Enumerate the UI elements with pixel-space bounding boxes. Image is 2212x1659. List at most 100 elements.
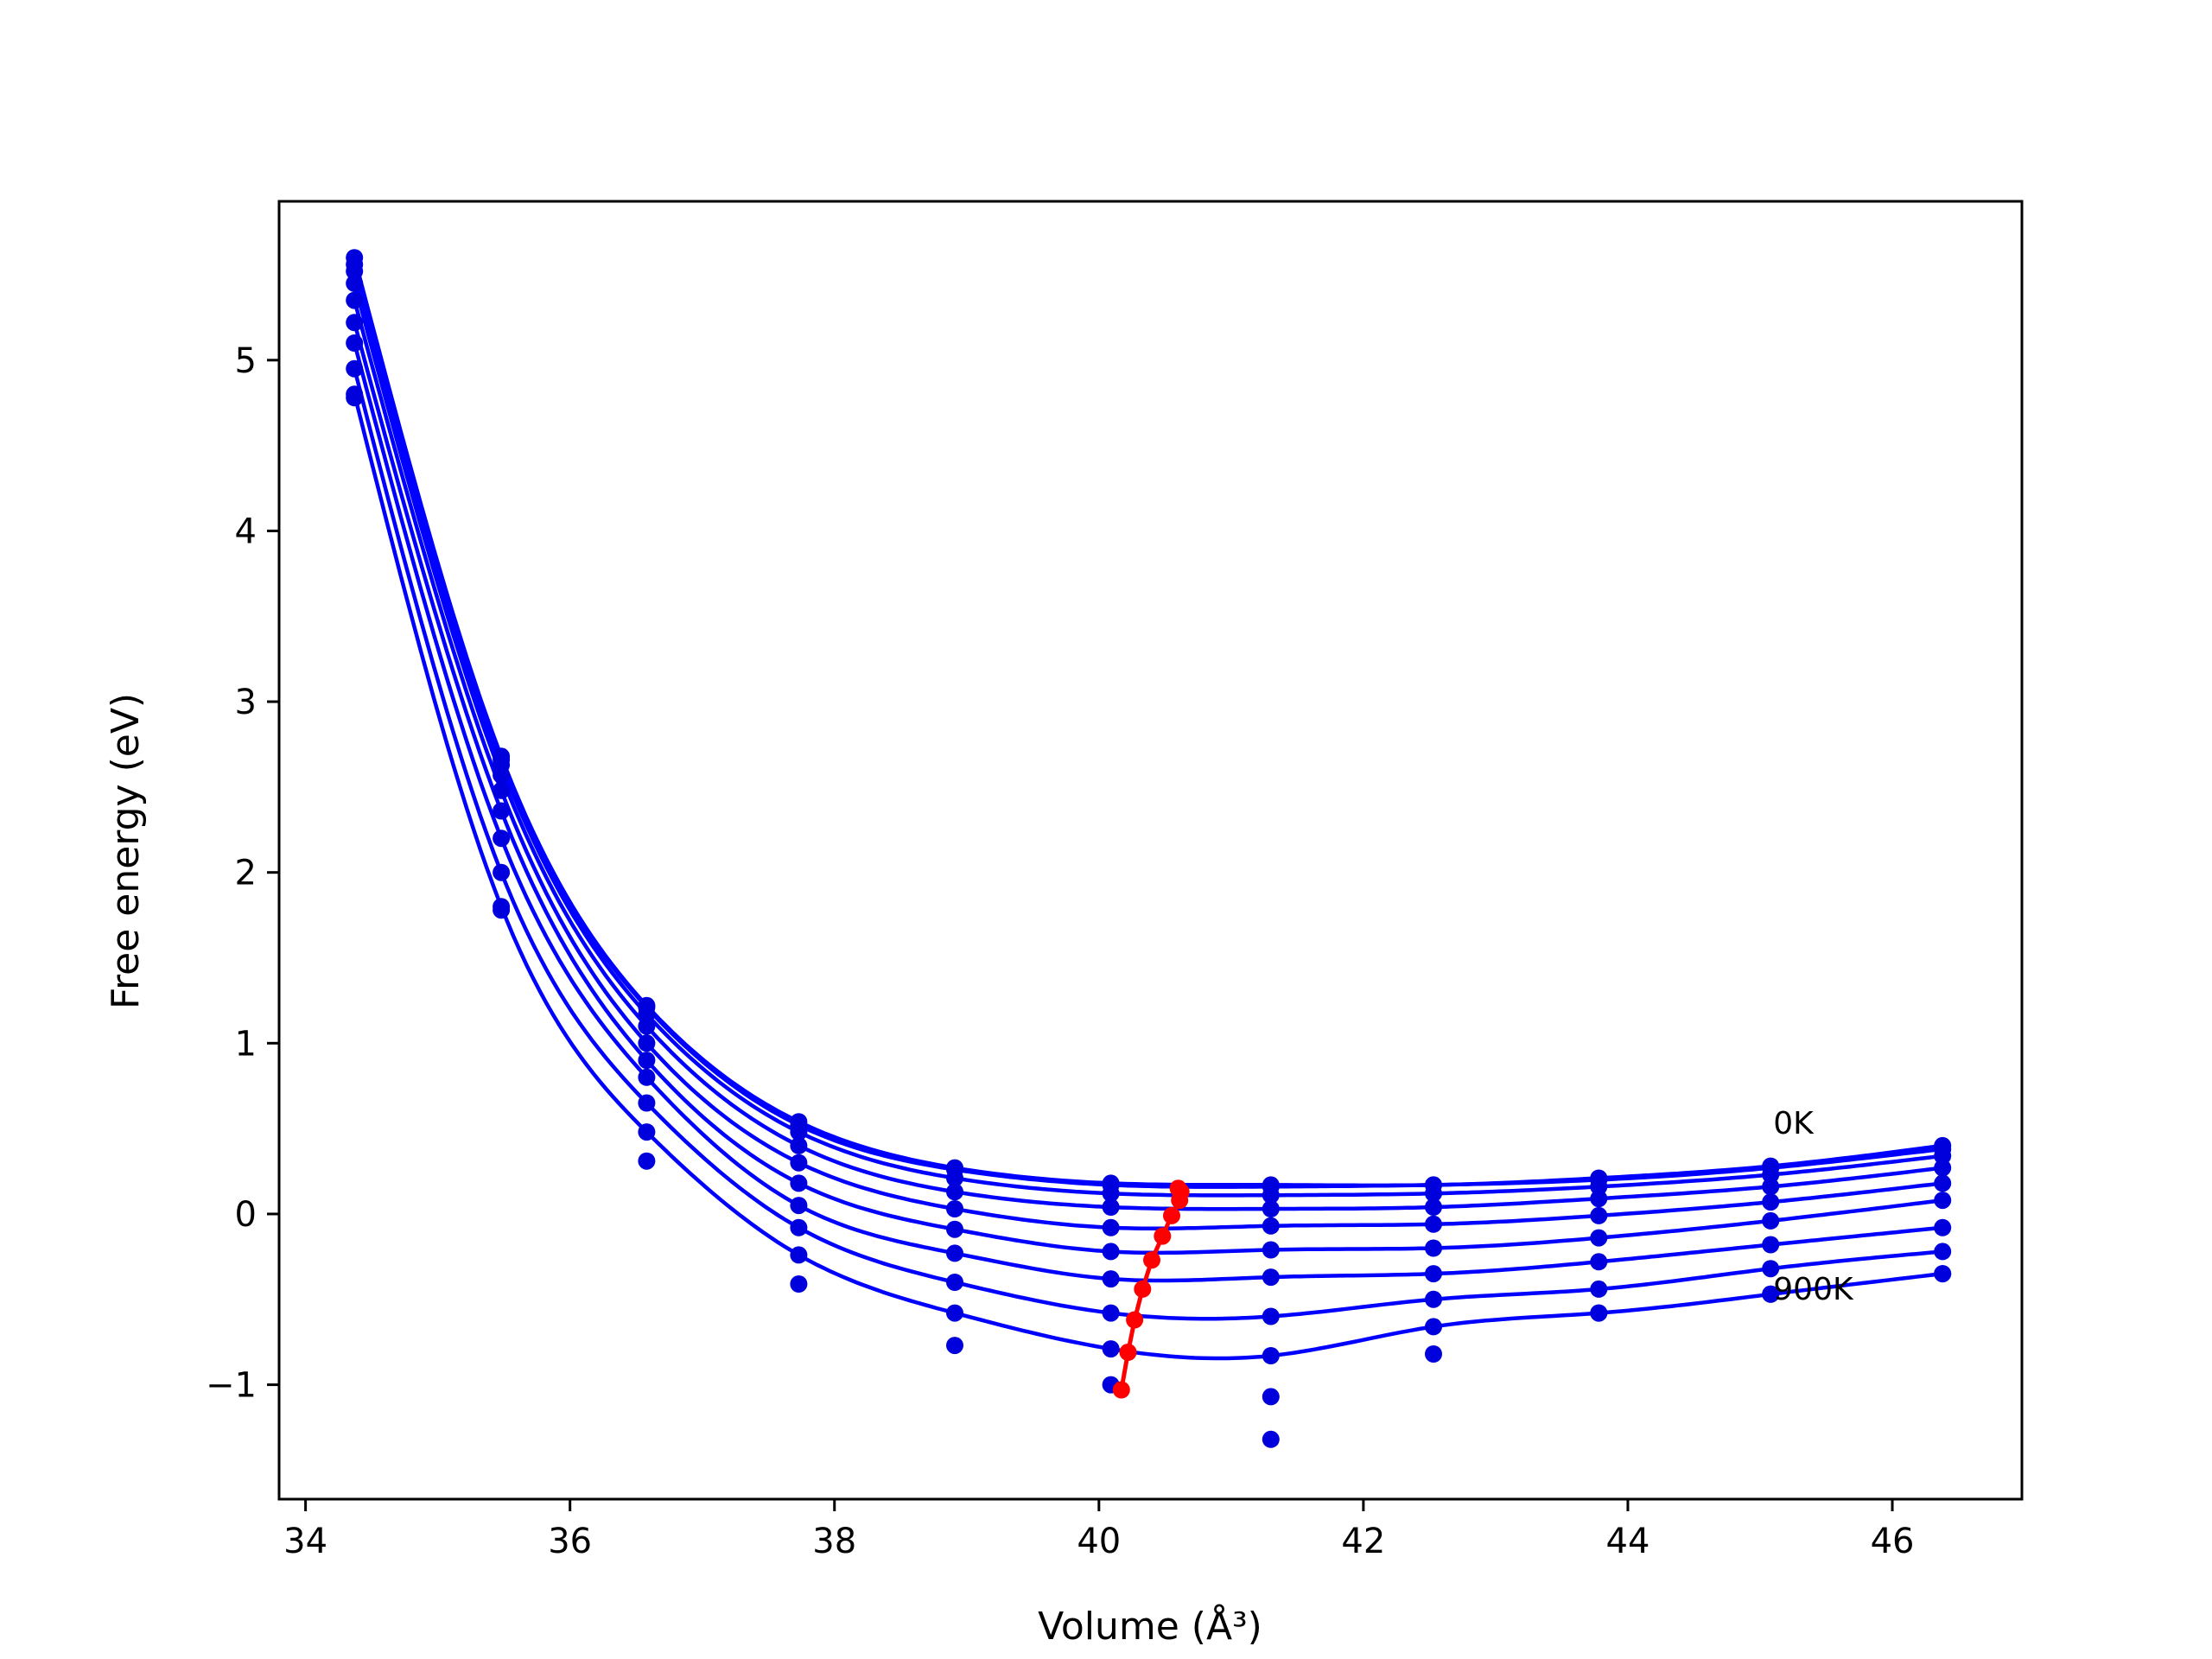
data-point bbox=[1590, 1190, 1608, 1208]
minimum-point bbox=[1163, 1206, 1180, 1224]
curve-annotation: 900K bbox=[1773, 1272, 1854, 1307]
data-point bbox=[946, 1274, 963, 1291]
x-tick-label: 42 bbox=[1341, 1522, 1385, 1561]
y-tick-label: 4 bbox=[235, 512, 257, 551]
minimum-point bbox=[1126, 1311, 1144, 1329]
y-tick-label: 2 bbox=[235, 854, 257, 893]
data-point bbox=[1102, 1304, 1120, 1322]
data-point bbox=[1934, 1192, 1952, 1210]
data-point bbox=[638, 1005, 656, 1023]
data-point bbox=[638, 1017, 656, 1035]
data-point bbox=[1262, 1186, 1280, 1205]
x-tick-label: 34 bbox=[283, 1522, 327, 1561]
minimum-point bbox=[1171, 1192, 1189, 1210]
data-point bbox=[638, 1152, 656, 1170]
data-point bbox=[638, 1068, 656, 1086]
minima-line bbox=[1112, 1179, 1190, 1399]
data-point bbox=[1262, 1430, 1280, 1448]
data-point bbox=[790, 1275, 808, 1293]
data-point bbox=[1425, 1185, 1442, 1203]
fit-curve-4 bbox=[353, 300, 1943, 1231]
minimum-point bbox=[1134, 1280, 1152, 1298]
y-axis-ticks: −1 0 1 2 3 4 5 bbox=[206, 341, 279, 1406]
data-point bbox=[1102, 1270, 1120, 1288]
data-point bbox=[1102, 1218, 1120, 1236]
x-tick-label: 38 bbox=[812, 1522, 856, 1561]
data-point bbox=[1762, 1211, 1780, 1230]
x-tick-label: 46 bbox=[1871, 1522, 1915, 1561]
data-point bbox=[1425, 1345, 1442, 1363]
data-point bbox=[346, 334, 364, 352]
plot-frame bbox=[277, 200, 2024, 1501]
data-point bbox=[1934, 1174, 1952, 1192]
data-point bbox=[638, 1123, 656, 1141]
data-point bbox=[1934, 1265, 1952, 1283]
data-point bbox=[1425, 1265, 1442, 1283]
data-point bbox=[1102, 1340, 1120, 1358]
y-tick-label: 5 bbox=[235, 341, 257, 381]
data-point bbox=[346, 359, 364, 378]
y-tick-label: 1 bbox=[235, 1024, 257, 1064]
data-point bbox=[493, 901, 511, 919]
data-point bbox=[1262, 1388, 1280, 1406]
minimum-point bbox=[1112, 1381, 1130, 1399]
x-axis-ticks: 34 36 38 40 42 44 46 bbox=[283, 1499, 1914, 1561]
data-point bbox=[1425, 1198, 1442, 1216]
fit-curve-1 bbox=[353, 264, 1943, 1189]
data-point bbox=[1425, 1239, 1442, 1257]
annotations: 0K 900K bbox=[1773, 1106, 1854, 1307]
data-point bbox=[790, 1246, 808, 1264]
data-point bbox=[790, 1136, 808, 1154]
fit-curve-8 bbox=[353, 393, 1943, 1361]
data-point bbox=[1262, 1268, 1280, 1287]
data-point bbox=[790, 1174, 808, 1192]
data-point bbox=[346, 274, 364, 292]
data-point bbox=[346, 291, 364, 309]
data-point bbox=[346, 389, 364, 407]
data-point bbox=[946, 1169, 963, 1187]
x-axis-label: Volume (Å³) bbox=[1038, 1603, 1262, 1649]
data-point bbox=[1590, 1206, 1608, 1224]
data-point bbox=[1934, 1147, 1952, 1165]
fit-curve-2 bbox=[353, 270, 1943, 1198]
data-point bbox=[1590, 1229, 1608, 1247]
data-point bbox=[493, 863, 511, 881]
data-point bbox=[1762, 1193, 1780, 1211]
data-point bbox=[790, 1154, 808, 1172]
data-point bbox=[638, 1034, 656, 1052]
data-point bbox=[1934, 1243, 1952, 1261]
curve-annotation: 0K bbox=[1773, 1106, 1815, 1141]
data-point bbox=[1762, 1166, 1780, 1184]
data-point bbox=[1934, 1218, 1952, 1236]
data-point bbox=[1762, 1178, 1780, 1196]
data-point bbox=[1762, 1260, 1780, 1278]
x-tick-label: 36 bbox=[548, 1522, 592, 1561]
data-point bbox=[946, 1200, 963, 1217]
data-point bbox=[1590, 1178, 1608, 1196]
data-point bbox=[493, 781, 511, 799]
y-tick-label: −1 bbox=[206, 1366, 257, 1406]
fit-curve-7 bbox=[353, 368, 1943, 1321]
data-point bbox=[1425, 1290, 1442, 1308]
data-point bbox=[493, 830, 511, 848]
minimum-point bbox=[1143, 1251, 1160, 1269]
data-point bbox=[1425, 1318, 1442, 1336]
data-point bbox=[1590, 1304, 1608, 1322]
y-tick-label: 0 bbox=[235, 1195, 257, 1235]
data-point bbox=[346, 263, 364, 280]
y-axis-label: Free energy (eV) bbox=[104, 693, 148, 1009]
data-point bbox=[1590, 1280, 1608, 1298]
data-points bbox=[346, 249, 1952, 1448]
data-point bbox=[790, 1197, 808, 1215]
data-point bbox=[1102, 1185, 1120, 1203]
data-point bbox=[1102, 1243, 1120, 1261]
data-point bbox=[946, 1304, 963, 1322]
x-tick-label: 40 bbox=[1077, 1522, 1121, 1561]
data-point bbox=[493, 766, 511, 784]
data-point bbox=[790, 1123, 808, 1141]
fit-curve-6 bbox=[353, 342, 1943, 1283]
data-point bbox=[1102, 1198, 1120, 1216]
data-point bbox=[638, 1094, 656, 1112]
